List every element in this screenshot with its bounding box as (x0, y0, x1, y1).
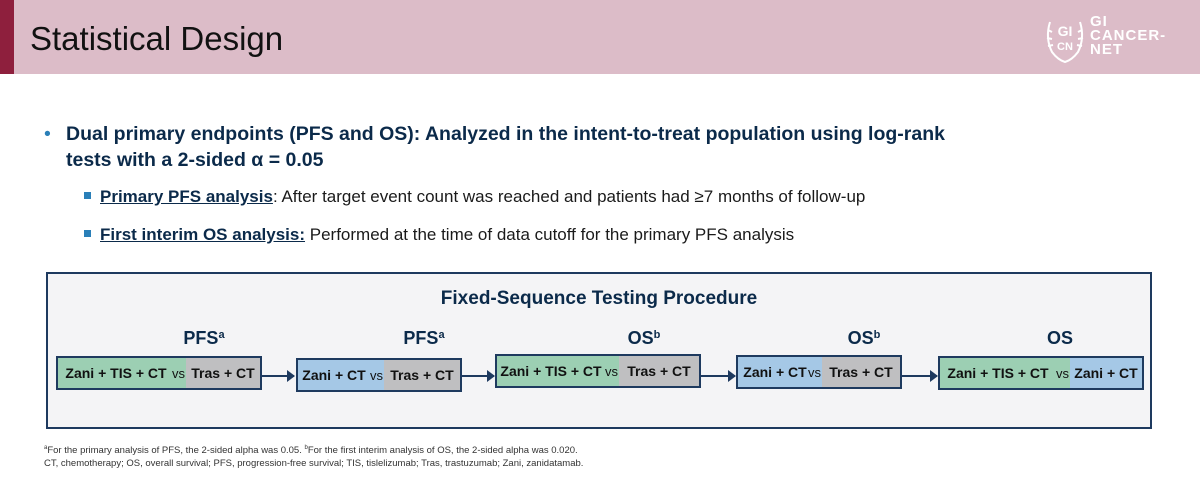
comparison-box-1: Zani + TIS + CT vs Tras + CT (56, 356, 262, 390)
gicancernet-logo: GI CN GI CANCER- NET (1040, 12, 1190, 64)
main-bullet-text: Dual primary endpoints (PFS and OS): Ana… (66, 123, 945, 171)
square-bullet-icon (84, 192, 91, 199)
bullet-dot-icon: • (44, 123, 51, 145)
square-bullet-icon (84, 230, 91, 237)
logo-seal-bottom: CN (1057, 41, 1073, 53)
arm-left: Zani + TIS + CT (497, 356, 605, 386)
arm-left: Zani + CT (298, 360, 370, 390)
sub-bullet-lead: First interim OS analysis: (100, 225, 306, 244)
arm-left: Zani + TIS + CT (58, 358, 174, 388)
logo-seal-top: GI (1058, 23, 1073, 39)
comparison-box-3: Zani + TIS + CT vs Tras + CT (495, 354, 701, 388)
arm-right: Zani + CT (1070, 358, 1142, 388)
logo-line-2: CANCER- (1090, 27, 1167, 44)
footnote-abbreviations: CT, chemotherapy; OS, overall survival; … (44, 458, 584, 469)
arm-right: Tras + CT (186, 358, 260, 388)
sequence-arrow-2 (462, 370, 495, 382)
arm-right: Tras + CT (619, 356, 699, 386)
slide-header: Statistical Design GI CN GI CANCER- NET (0, 0, 1200, 74)
comparison-box-2: Zani + CT vs Tras + CT (296, 358, 462, 392)
footnote-alpha: aFor the primary analysis of PFS, the 2-… (44, 445, 578, 457)
testing-procedure-panel: Fixed-Sequence Testing Procedure PFSa PF… (46, 272, 1152, 429)
arm-right: Tras + CT (822, 357, 900, 387)
step-label-2: PFSa (403, 328, 445, 348)
sub-bullet-text: Performed at the time of data cutoff for… (305, 225, 795, 244)
vs-label: vs (370, 360, 384, 390)
slide-title: Statistical Design (30, 20, 284, 57)
sequence-arrow-1 (262, 370, 295, 382)
step-label-5: OS (1046, 328, 1073, 348)
step-label-1: PFSa (183, 328, 225, 348)
logo-line-3: NET (1090, 41, 1123, 58)
sequence-arrow-4 (902, 370, 938, 382)
logo-seal-icon: GI CN (1046, 21, 1084, 64)
sub-bullet-lead: Primary PFS analysis (100, 187, 273, 206)
header-accent-bar (0, 0, 14, 74)
vs-label: vs (605, 356, 619, 386)
sequence-arrow-3 (701, 370, 736, 382)
comparison-box-5: Zani + TIS + CT vs Zani + CT (938, 356, 1144, 390)
panel-title: Fixed-Sequence Testing Procedure (440, 288, 758, 309)
sub-bullet-os: First interim OS analysis: Performed at … (84, 225, 794, 245)
step-label-4: OSb (847, 328, 881, 348)
arm-right: Tras + CT (384, 360, 460, 390)
sub-bullet-pfs: Primary PFS analysis: After target event… (84, 187, 865, 207)
vs-label: vs (1056, 358, 1070, 388)
arm-left: Zani + CT (738, 357, 812, 387)
arm-left: Zani + TIS + CT (940, 358, 1056, 388)
sub-bullet-text: : After target event count was reached a… (272, 187, 866, 206)
logo-line-1: GI (1090, 13, 1108, 30)
logo-wordmark: GI CANCER- NET (1090, 13, 1167, 58)
comparison-box-4: Zani + CT vs Tras + CT (736, 355, 902, 389)
vs-label: vs (808, 357, 822, 387)
step-label-3: OSb (627, 328, 661, 348)
vs-label: vs (172, 358, 186, 388)
